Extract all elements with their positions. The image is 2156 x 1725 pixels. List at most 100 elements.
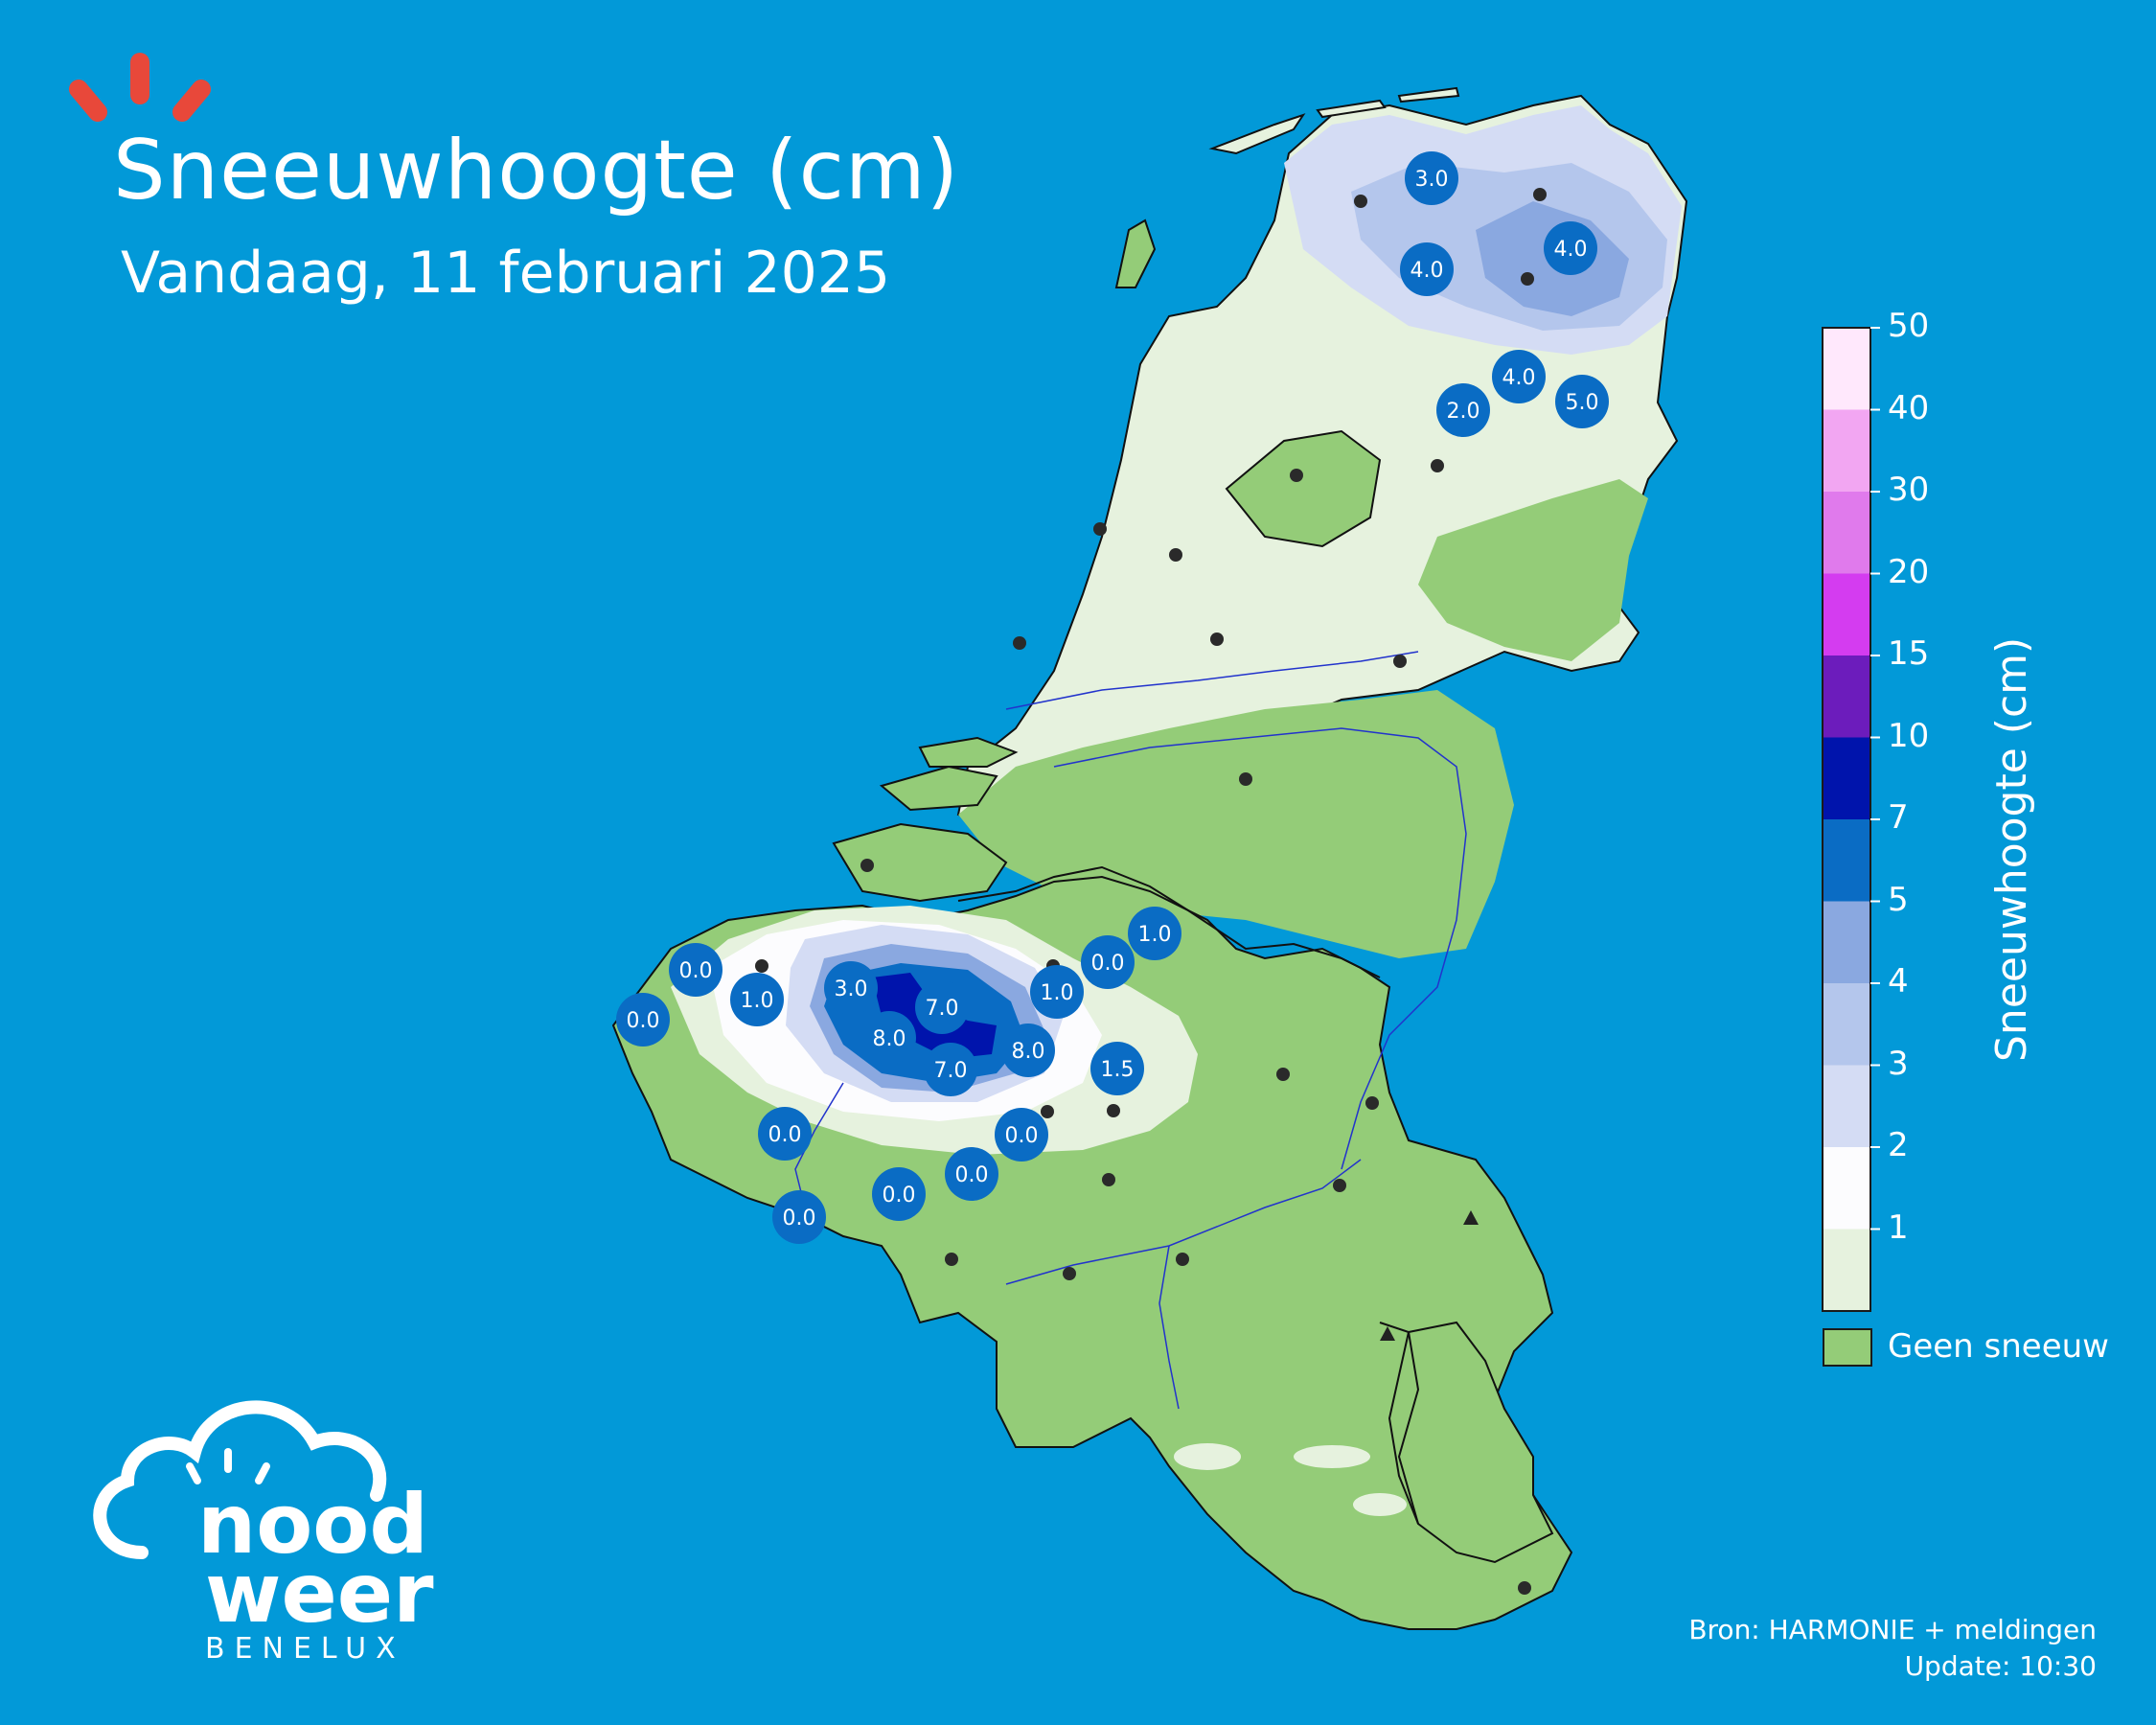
station-value: 3.0	[835, 978, 868, 1001]
ardennes-snow	[1174, 1443, 1241, 1470]
station-badge	[1405, 151, 1458, 205]
colorbar-tick-label: 30	[1888, 471, 1930, 509]
station-value: 4.0	[1554, 238, 1588, 262]
station-badge	[1090, 1042, 1144, 1095]
city-dot	[1431, 459, 1444, 472]
city-dot	[1093, 522, 1107, 536]
no-snow-swatch	[1823, 1328, 1872, 1367]
station-badge	[824, 961, 878, 1015]
colorbar-segment	[1823, 1147, 1870, 1230]
update-time: Update: 10:30	[1904, 1650, 2097, 1682]
station-badge	[1030, 965, 1084, 1019]
city-dot	[1521, 272, 1534, 286]
city-dots	[755, 188, 1547, 1595]
colorbar-tick-label: 50	[1888, 307, 1930, 345]
station-value: 0.0	[955, 1163, 989, 1187]
station-value: 7.0	[926, 997, 959, 1021]
station-value: 4.0	[1411, 259, 1444, 283]
colorbar-segment	[1823, 983, 1870, 1066]
city-dot	[1176, 1253, 1189, 1266]
river	[1005, 651, 1419, 710]
colorbar-segment	[1823, 819, 1870, 902]
source-text: Bron: HARMONIE + meldingen	[1688, 1614, 2097, 1645]
colorbar-segment	[1823, 1229, 1870, 1311]
station-badge	[872, 1167, 926, 1221]
wadden-island	[1397, 86, 1460, 104]
texel-island	[1114, 218, 1157, 288]
colorbar-tick-label: 5	[1888, 880, 1909, 919]
station-badge	[1544, 221, 1597, 275]
city-dot	[755, 959, 768, 973]
colorbar-tick-label: 7	[1888, 798, 1909, 837]
station-badge	[1081, 935, 1135, 989]
station-value: 0.0	[768, 1123, 802, 1147]
nl-no-snow-east	[1418, 479, 1648, 661]
station-value: 2.0	[1447, 400, 1480, 424]
station-badge	[995, 1108, 1048, 1162]
city-dot	[1354, 195, 1367, 208]
colorbar-tick-label: 3	[1888, 1044, 1909, 1083]
station-value: 0.0	[627, 1009, 660, 1033]
station-value: 3.0	[1415, 168, 1449, 192]
city-dot	[1063, 1267, 1076, 1280]
station-value: 4.0	[1502, 366, 1536, 390]
station-value: 1.0	[1041, 981, 1074, 1005]
station-badge	[616, 993, 670, 1046]
station-value: 8.0	[1012, 1040, 1045, 1064]
river	[1158, 1245, 1180, 1410]
city-dot	[860, 859, 874, 872]
colorbar-title: Sneeuwhoogte (cm)	[1987, 636, 2036, 1062]
city-dot	[1041, 1105, 1054, 1118]
sun-rays-icon	[69, 53, 211, 122]
station-value: 0.0	[783, 1207, 816, 1230]
station-value: 1.5	[1101, 1058, 1135, 1082]
city-dot	[1102, 1173, 1115, 1186]
peak-marker-icon	[1380, 1326, 1395, 1341]
colorbar-segment	[1823, 573, 1870, 656]
station-badge	[758, 1107, 812, 1161]
station-value: 5.0	[1566, 391, 1599, 415]
city-dot	[1013, 636, 1026, 650]
colorbar-segment	[1823, 737, 1870, 819]
colorbar-segment	[1823, 492, 1870, 574]
colorbar-tick-label: 1	[1888, 1208, 1909, 1247]
city-dot	[1333, 1179, 1346, 1192]
city-dot	[945, 1253, 958, 1266]
station-value: 0.0	[1091, 952, 1125, 976]
be-lux-border	[1379, 1322, 1420, 1525]
colorbar-tick-label: 10	[1888, 716, 1930, 755]
zeeland-island	[832, 822, 1008, 903]
station-badge	[862, 1011, 916, 1065]
colorbar-tick-label: 40	[1888, 388, 1930, 427]
colorbar-tick-label: 20	[1888, 552, 1930, 591]
station-badge	[1555, 375, 1609, 428]
logo-word-nood: nood	[197, 1477, 428, 1573]
station-badge	[1128, 907, 1181, 960]
station-badge	[1001, 1024, 1055, 1077]
station-value: 8.0	[873, 1027, 906, 1051]
no-snow-label: Geen sneeuw	[1888, 1327, 2109, 1366]
page-subtitle: Vandaag, 11 februari 2025	[121, 240, 891, 307]
ardennes-snow	[1353, 1493, 1407, 1516]
station-value: 7.0	[934, 1059, 968, 1083]
station-value: 1.0	[741, 989, 774, 1013]
logo-word-benelux: BENELUX	[205, 1632, 405, 1666]
wadden-island	[1208, 113, 1306, 155]
luxembourg-land	[1388, 1321, 1554, 1564]
flevoland	[1225, 429, 1382, 548]
station-badge	[730, 973, 784, 1026]
ardennes-snow	[1294, 1445, 1370, 1468]
city-dot	[1169, 548, 1182, 562]
station-badge	[924, 1043, 977, 1096]
city-dot	[1393, 655, 1407, 668]
city-dot	[1533, 188, 1547, 201]
station-badge	[1436, 383, 1490, 437]
station-badge	[1400, 242, 1454, 296]
colorbar-segment	[1823, 328, 1870, 410]
station-value: 0.0	[679, 959, 713, 983]
colorbar-segment	[1823, 656, 1870, 738]
station-value: 0.0	[883, 1184, 916, 1208]
station-badge	[1492, 350, 1546, 403]
river	[1053, 727, 1467, 1170]
